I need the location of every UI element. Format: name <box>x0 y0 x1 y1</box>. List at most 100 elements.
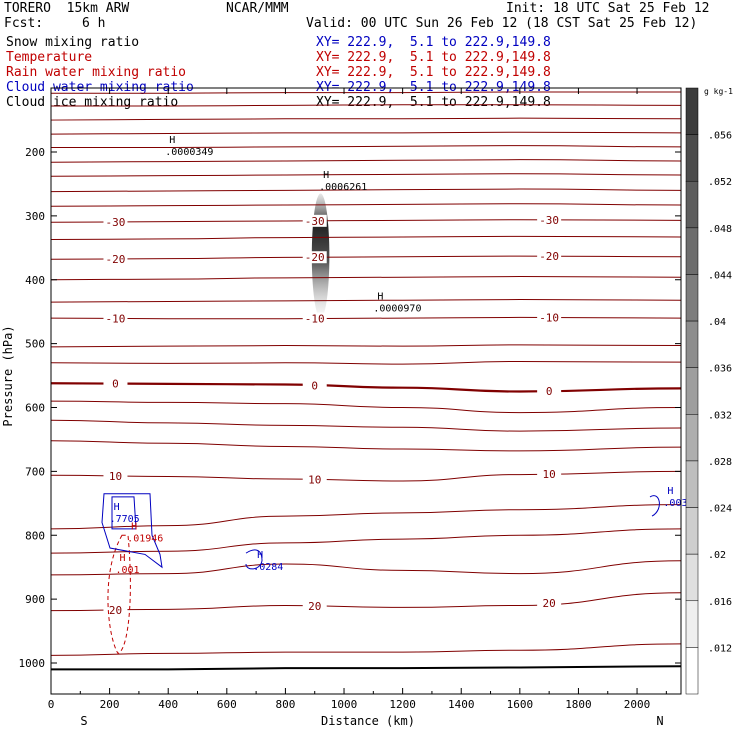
isotherm-label-bg <box>537 467 562 480</box>
y-tick-label: 500 <box>25 338 45 351</box>
isotherm-label: 10 <box>543 468 556 481</box>
isotherm-line <box>50 316 682 320</box>
colorbar-tick-label: .036 <box>708 364 732 375</box>
isotherm-line <box>50 91 681 94</box>
isotherm-label-bg <box>103 312 128 325</box>
colorbar-tick-label: .032 <box>708 410 732 421</box>
isotherm-label-bg <box>302 473 327 486</box>
isotherm-label: -20 <box>305 251 325 264</box>
colorbar-tick-label: .028 <box>708 457 732 468</box>
x-tick-label: 200 <box>100 698 120 711</box>
colorbar-segment <box>685 227 699 275</box>
cloud-water-contour <box>111 496 137 530</box>
max-value-label: .7705 <box>110 514 140 525</box>
y-tick-label: 800 <box>25 529 45 542</box>
y-tick-label: 700 <box>25 465 45 478</box>
high-marker: H <box>257 550 263 561</box>
isotherm-label: -30 <box>106 216 126 229</box>
max-value-label: .0284 <box>253 562 283 573</box>
isotherm-label-bg <box>302 312 327 325</box>
field-xy-temperature: XY= 222.9, 5.1 to 222.9,149.8 <box>316 50 551 65</box>
max-value-label: .0000349 <box>165 147 213 158</box>
plot-area: -30 -30 -30 -20 -20 -20 -10 -10 -10 0 0 0 10 10 10 20 20… <box>50 91 694 671</box>
isotherm-label: -30 <box>539 214 559 227</box>
y-tick-label: 300 <box>25 210 45 223</box>
high-marker: H <box>114 502 120 513</box>
colorbar-tick-label: .052 <box>708 177 732 188</box>
isotherm-label-bg <box>103 215 128 228</box>
cloud-water-contour <box>649 495 660 517</box>
isotherm-line <box>50 419 682 432</box>
field-name-temperature: Temperature <box>6 50 93 65</box>
field-name-rain: Rain water mixing ratio <box>6 65 187 80</box>
isotherm-line <box>50 504 682 530</box>
isotherm-label-bg <box>537 597 562 610</box>
cloud-water-contour <box>101 493 163 569</box>
colorbar-segment <box>685 274 699 322</box>
colorbar-segment <box>685 87 699 135</box>
high-marker: H <box>667 486 673 497</box>
isotherm-line <box>51 145 682 149</box>
colorbar-tick-label: .044 <box>708 270 732 281</box>
isotherm-label: 0 <box>311 379 318 392</box>
isotherm-line <box>50 104 682 107</box>
x-tick-label: 1800 <box>565 698 592 711</box>
colorbar-tick-label: .024 <box>708 504 732 515</box>
y-tick-label: 400 <box>25 274 45 287</box>
model-title: TORERO 15km ARW <box>4 1 130 16</box>
isotherm-line <box>50 361 682 365</box>
isotherm-line <box>50 131 682 135</box>
x-tick-label: 1400 <box>448 698 475 711</box>
isotherm-line <box>50 560 682 576</box>
high-marker: H <box>377 291 383 302</box>
isotherm-label-bg <box>537 311 562 324</box>
high-marker: H <box>119 553 125 564</box>
y-tick-label: 600 <box>25 402 45 415</box>
isotherm-line <box>50 276 682 281</box>
colorbar-tick-label: .048 <box>708 224 732 235</box>
x-tick-label: 1200 <box>389 698 416 711</box>
x-tick-label: 2000 <box>624 698 651 711</box>
isotherm-line <box>50 592 682 612</box>
x-end-label-south: S <box>80 714 87 728</box>
isotherm-line <box>50 117 682 121</box>
plot-frame <box>50 87 682 695</box>
isotherm-line <box>50 159 682 163</box>
terrain-line <box>51 665 682 671</box>
max-value-label: .0036 <box>663 498 693 509</box>
colorbar-tick-label: .012 <box>708 643 732 654</box>
max-value-label: .01946 <box>127 533 163 544</box>
rain-water-contour <box>107 534 131 655</box>
isotherm-label: 20 <box>109 604 122 617</box>
cloud-water-contour <box>245 549 263 570</box>
isotherm-label: -30 <box>305 215 325 228</box>
isotherm-label: 0 <box>546 385 553 398</box>
colorbar-segment <box>685 600 699 648</box>
x-tick-label: 0 <box>48 698 55 711</box>
colorbar-tick-label: .016 <box>708 597 732 608</box>
isotherm-line <box>50 235 682 241</box>
x-axis-title: Distance (km) <box>321 714 415 728</box>
isotherm-line <box>50 219 682 223</box>
colorbar-segment <box>685 647 699 695</box>
isotherm-line <box>50 643 682 656</box>
isotherm-label: -10 <box>106 312 126 325</box>
isotherm-line <box>50 400 682 414</box>
y-axis-title: Pressure (hPa) <box>1 325 15 426</box>
isotherm-label-bg <box>302 599 327 612</box>
isotherm-line <box>50 382 682 393</box>
field-xy-snow: XY= 222.9, 5.1 to 222.9,149.8 <box>316 35 551 50</box>
fcst-value: 6 h <box>82 16 106 31</box>
colorbar-segment <box>685 460 699 508</box>
high-marker: H <box>169 135 175 146</box>
isotherm-line <box>50 470 682 482</box>
isotherm-label: -10 <box>305 313 325 326</box>
field-xy-cloud-water: XY= 222.9, 5.1 to 222.9,149.8 <box>316 80 551 95</box>
max-value-label: .0006261 <box>319 182 367 193</box>
isotherm-line <box>50 188 682 193</box>
field-xy-rain: XY= 222.9, 5.1 to 222.9,149.8 <box>316 65 551 80</box>
fcst-label: Fcst: <box>4 16 44 31</box>
isotherm-label-bg <box>302 214 327 227</box>
max-value-label: .0000970 <box>373 303 421 314</box>
